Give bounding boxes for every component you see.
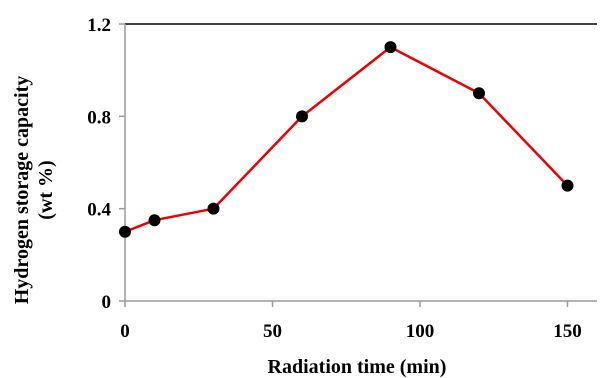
y-axis-title-group: Hydrogen storage capacity (wt %) (11, 76, 57, 305)
y-tick-label: 0 (102, 292, 112, 313)
data-point (384, 41, 397, 54)
x-tick-label: 0 (120, 321, 130, 342)
data-point (119, 225, 131, 238)
x-tick-label: 150 (553, 321, 582, 342)
x-tick-label: 50 (263, 321, 282, 342)
data-point (473, 87, 485, 100)
axes-layer (119, 23, 597, 307)
data-point (148, 214, 161, 227)
data-point (561, 179, 574, 192)
series-line (124, 45, 569, 233)
x-tick-label: 100 (406, 321, 435, 342)
y-tick-label: 1.2 (87, 15, 111, 36)
data-point (207, 202, 220, 215)
series-layer (119, 41, 574, 238)
y-tick-label: 0.4 (87, 200, 111, 221)
tick-labels: 0 0.4 0.8 1.2 0 50 100 150 (87, 15, 582, 342)
x-axis-title: Radiation time (min) (268, 356, 447, 378)
y-axis-title-line-2: (wt %) (35, 160, 57, 219)
data-point (296, 110, 308, 123)
y-axis-title-line-1: Hydrogen storage capacity (11, 76, 33, 305)
y-tick-label: 0.8 (87, 107, 111, 128)
